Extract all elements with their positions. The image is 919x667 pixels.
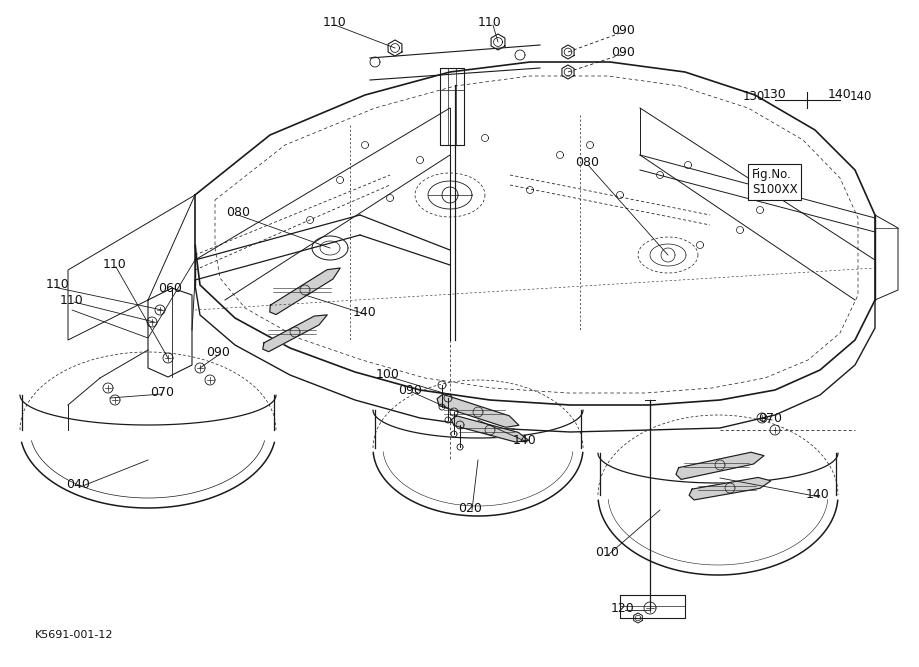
Polygon shape (437, 394, 519, 428)
Text: 130: 130 (743, 89, 765, 103)
Text: 020: 020 (458, 502, 482, 514)
Text: 070: 070 (758, 412, 782, 424)
Text: 080: 080 (226, 205, 250, 219)
Text: 040: 040 (66, 478, 90, 492)
Polygon shape (270, 268, 340, 315)
Text: 120: 120 (611, 602, 635, 614)
Text: 080: 080 (575, 155, 599, 169)
Text: 110: 110 (60, 293, 84, 307)
Text: 060: 060 (158, 281, 182, 295)
Text: 110: 110 (103, 259, 127, 271)
Text: 140: 140 (806, 488, 830, 502)
Text: 090: 090 (206, 346, 230, 358)
Text: 140: 140 (353, 305, 377, 319)
Polygon shape (689, 478, 771, 500)
Text: 100: 100 (376, 368, 400, 382)
Text: 090: 090 (398, 384, 422, 396)
Text: 140: 140 (828, 89, 852, 101)
Text: 140: 140 (513, 434, 537, 446)
Text: 090: 090 (611, 45, 635, 59)
Text: 110: 110 (323, 15, 346, 29)
Text: 140: 140 (850, 89, 872, 103)
Text: Fig.No.
S100XX: Fig.No. S100XX (752, 168, 798, 196)
Polygon shape (451, 416, 528, 442)
Text: 010: 010 (596, 546, 618, 560)
Text: 070: 070 (150, 386, 174, 398)
Text: 110: 110 (478, 15, 502, 29)
Text: 130: 130 (763, 89, 787, 101)
Text: 110: 110 (46, 279, 70, 291)
Polygon shape (263, 315, 327, 352)
Polygon shape (676, 452, 764, 480)
Text: K5691-001-12: K5691-001-12 (35, 630, 114, 640)
Text: 090: 090 (611, 23, 635, 37)
